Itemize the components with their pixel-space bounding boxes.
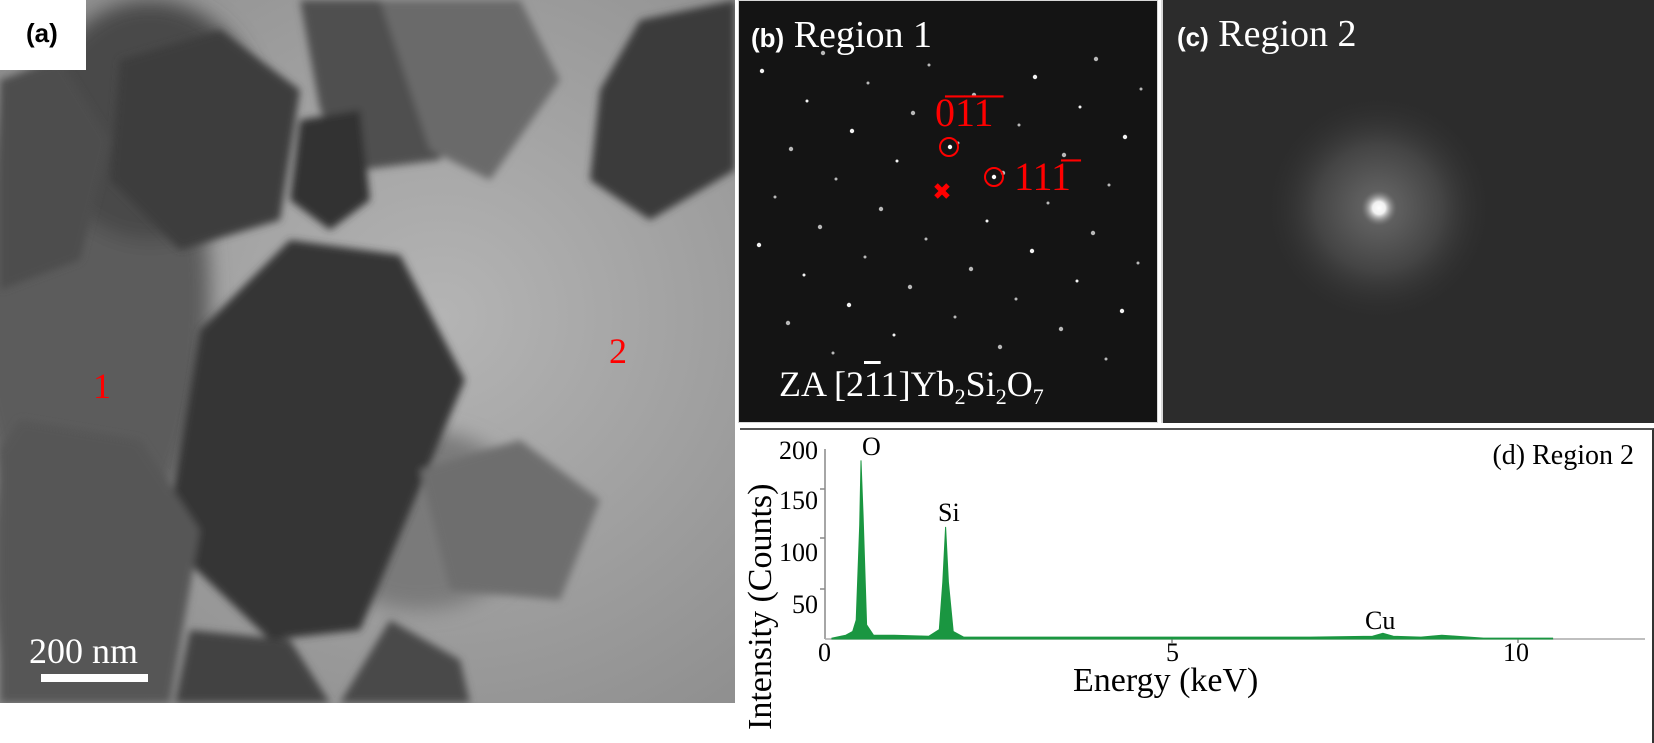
chart-title: (d) Region 2 [1492,440,1634,471]
diffraction-spot-lattice [756,50,1143,361]
formula-sub-yb: 2 [954,384,966,410]
tem-micrograph [0,0,735,703]
eds-spectrum-chart: (d) Region 2 Intensity (Counts) 200 150 … [740,428,1654,743]
y-tick-100: 100 [779,538,818,567]
panel-c-title: (c) Region 2 [1177,12,1357,56]
panel-b-title: (b) Region 1 [751,13,932,57]
region-2-marker: 2 [609,331,627,371]
panel-c-region: Region 2 [1218,13,1357,55]
spectrum-plot-area [820,449,1645,643]
formula-o: O [1006,364,1033,404]
panel-a-tag-background [0,0,86,70]
formula-si: Si [965,364,996,404]
formula-sub-o: 7 [1032,384,1044,410]
panel-c-tag: (c) [1177,22,1209,52]
formula-sub-si: 2 [995,384,1007,410]
zone-axis-label: ZA [211]Yb2Si2O7 [779,363,1044,410]
spectrum-series [831,460,1554,640]
y-tick-50: 50 [792,590,818,619]
index-label-1-1-1bar: 111̅ [1014,154,1072,199]
diffraction-panel-region-2: (c) Region 2 [1161,0,1654,423]
region-1-marker: 1 [93,366,111,406]
zone-axis-prefix: ZA [2 [779,364,864,404]
reflection-circle-111 [984,167,1004,187]
y-tick-150: 150 [779,486,818,515]
peak-label-cu: Cu [1365,606,1396,635]
peak-label-o: O [862,432,881,461]
x-tick-10: 10 [1503,638,1529,667]
x-tick-0: 0 [818,638,831,667]
zone-axis-bar-index: 1 [864,364,881,404]
zone-axis-suffix: 1]Yb [880,364,955,404]
index-label-0-1bar-1bar: 0̅1̅1̅ [935,90,994,135]
scale-bar-label: 200 nm [29,631,139,671]
reflection-circle-011 [939,137,959,157]
peak-label-si: Si [938,498,960,527]
x-tick-5: 5 [1166,638,1179,667]
central-beam-spot [1361,190,1397,226]
diffraction-panel-region-1: (b) Region 1 0̅1̅1̅ 111̅ ZA [211]Yb2Si2O… [738,0,1158,423]
tem-image-panel: (a) 1 2 200 nm [0,0,735,703]
scale-bar [41,674,148,682]
transmitted-beam-marker-icon [934,183,950,199]
panel-a-tag: (a) [26,18,58,48]
y-tick-200: 200 [779,436,818,465]
amorphous-halo-pattern [1264,93,1494,323]
panel-b-region: Region 1 [793,14,932,56]
panel-b-tag: (b) [751,23,785,53]
x-axis-label: Energy (keV) [1073,662,1259,699]
